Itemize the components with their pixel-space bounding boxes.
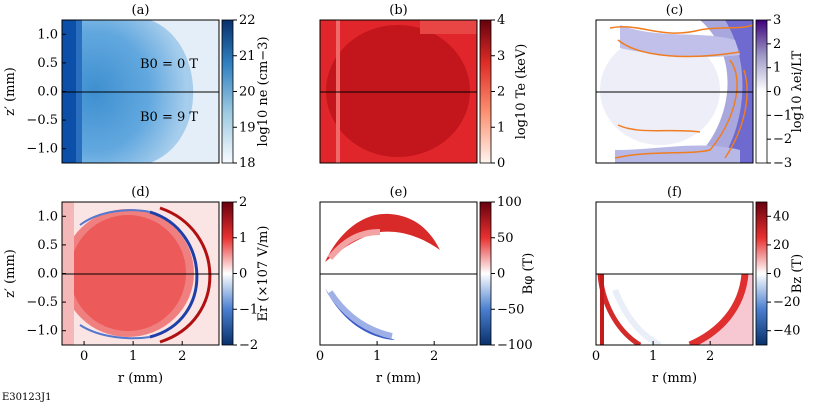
axes-ticks: (a)−1.0−0.50.00.51.0z′ (mm)1819202122log…	[3, 3, 805, 386]
panel-e	[319, 201, 478, 346]
colorbar-label: Bz (T)	[790, 254, 805, 293]
y-axis-label: z′ (mm)	[3, 67, 18, 116]
colorbar-tick-label: −40	[773, 324, 800, 339]
y-tick-label: −1.0	[26, 142, 58, 157]
colorbar-c	[755, 19, 768, 164]
panel-title: (c)	[666, 3, 683, 18]
colorbar-a	[221, 19, 234, 164]
colorbar-tick-label: 0	[239, 267, 247, 282]
x-tick-label: 0	[592, 349, 600, 364]
colorbar-tick-label: −1	[773, 108, 792, 123]
x-axis-label: r (mm)	[118, 371, 163, 386]
colorbar-tick-label: 18	[239, 156, 256, 171]
colorbar-f	[755, 201, 768, 346]
colorbar-label: Bφ (T)	[521, 253, 536, 295]
x-axis-label: r (mm)	[652, 371, 697, 386]
y-tick-label: −1.0	[26, 324, 58, 339]
colorbar-tick-label: 3	[497, 49, 505, 64]
colorbar-tick-label: 1	[497, 120, 505, 135]
colorbar-tick-label: −3	[773, 156, 792, 171]
x-tick-label: 2	[706, 349, 714, 364]
colorbar-tick-label: 100	[497, 195, 522, 210]
colorbar-tick-label: 0	[773, 267, 781, 282]
colorbar-tick-label: 0	[497, 267, 505, 282]
colorbar-tick-label: 4	[497, 13, 505, 28]
x-tick-label: 1	[129, 349, 137, 364]
x-tick-label: 1	[373, 349, 381, 364]
x-tick-label: 1	[649, 349, 657, 364]
colorbar-tick-label: 19	[239, 120, 256, 135]
colorbar-b	[479, 19, 492, 164]
colorbar-tick-label: 1	[773, 61, 781, 76]
y-tick-label: 0.5	[37, 238, 58, 253]
colorbar-tick-label: 3	[773, 13, 781, 28]
colorbar-tick-label: −50	[497, 302, 524, 317]
colorbar-tick-label: 40	[773, 209, 790, 224]
y-tick-label: 1.0	[37, 209, 58, 224]
panel-f	[595, 201, 754, 346]
colorbar-tick-label: 20	[773, 238, 790, 253]
colorbar-tick-label: 22	[239, 13, 256, 28]
colorbar-label: Er (×107 V/m)	[256, 226, 271, 322]
colorbar-label: log10 Te (keV)	[514, 44, 529, 140]
x-tick-label: 2	[178, 349, 186, 364]
panel-c	[595, 19, 754, 164]
y-axis-label: z′ (mm)	[3, 249, 18, 298]
colorbar-tick-label: −2	[239, 338, 258, 353]
y-tick-label: 0.5	[37, 56, 58, 71]
panel-a	[61, 19, 220, 164]
y-tick-label: −0.5	[26, 113, 58, 128]
y-tick-label: 0.0	[37, 267, 58, 282]
panel-d	[61, 201, 220, 346]
colorbar-tick-label: 0	[497, 156, 505, 171]
panel-title: (b)	[389, 3, 407, 18]
colorbar-tick-label: −100	[497, 338, 533, 353]
annotation-b0-nine: B0 = 9 T	[140, 110, 198, 125]
x-tick-label: 0	[80, 349, 88, 364]
colorbar-tick-label: 0	[773, 85, 781, 100]
colorbar-tick-label: 2	[239, 195, 247, 210]
colorbar-tick-label: 50	[497, 231, 514, 246]
panel-title: (d)	[131, 185, 149, 200]
colorbar-tick-label: −1	[239, 302, 258, 317]
annotation-b0-zero: B0 = 0 T	[140, 57, 198, 72]
x-axis-label: r (mm)	[376, 371, 421, 386]
colorbar-d	[221, 201, 234, 346]
colorbar-tick-label: −20	[773, 295, 800, 310]
y-tick-label: −0.5	[26, 295, 58, 310]
panel-title: (a)	[132, 3, 150, 18]
colorbar-tick-label: 21	[239, 49, 256, 64]
colorbar-e	[479, 201, 492, 346]
colorbar-label: log10 ne (cm−3)	[256, 36, 271, 146]
colorbar-tick-label: 20	[239, 85, 256, 100]
panel-title: (f)	[667, 185, 682, 200]
figure-id: E30123J1	[2, 392, 51, 403]
colorbar-tick-label: −2	[773, 132, 792, 147]
y-tick-label: 1.0	[37, 27, 58, 42]
colorbar-tick-label: 2	[773, 37, 781, 52]
colorbar-tick-label: 2	[497, 85, 505, 100]
panel-b	[319, 19, 478, 164]
y-tick-label: 0.0	[37, 85, 58, 100]
x-tick-label: 2	[430, 349, 438, 364]
panel-title: (e)	[390, 185, 408, 200]
x-tick-label: 0	[316, 349, 324, 364]
colorbar-label: log10 λei/LT	[790, 50, 805, 132]
colorbar-tick-label: 1	[239, 231, 247, 246]
